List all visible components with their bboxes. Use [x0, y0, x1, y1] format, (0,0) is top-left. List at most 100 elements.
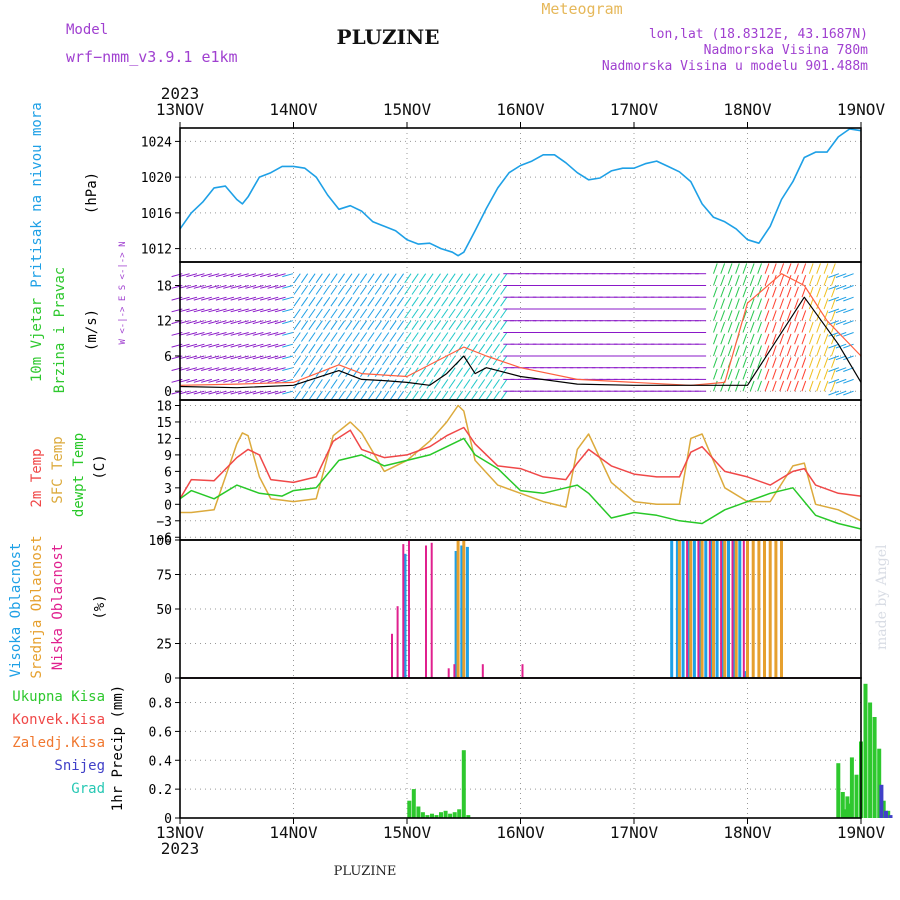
cloud-bar — [689, 540, 693, 678]
precip-bar — [836, 763, 841, 818]
wind-arrow — [727, 263, 733, 274]
wind-arrow — [828, 355, 840, 361]
wind-arrow — [230, 285, 242, 289]
wind-arrow — [801, 368, 807, 380]
wind-arrow — [337, 343, 346, 354]
wind-arrow — [835, 367, 847, 372]
wind-gust-line — [179, 273, 862, 386]
wind-arrow — [352, 343, 360, 354]
precip-bar — [881, 800, 886, 818]
wind-arrow — [396, 296, 405, 307]
wind-arrow — [293, 273, 301, 284]
wind-arrow — [757, 263, 762, 274]
wind-arrow — [252, 367, 264, 371]
wind-arrow — [727, 345, 733, 357]
wind-arrow — [500, 343, 508, 354]
wind-arrow — [382, 285, 390, 295]
wind-arrow — [193, 285, 205, 289]
precip-bar — [868, 702, 873, 818]
wind-arrow — [764, 345, 770, 357]
wind-arrow — [367, 332, 375, 342]
precip-legend-item: Ukupna Kisa — [12, 689, 105, 705]
wind-arrow — [245, 320, 257, 325]
wind-arrow — [374, 332, 382, 342]
wind-arrow — [282, 285, 294, 289]
wind-arrow — [315, 332, 323, 342]
wind-arrow — [448, 296, 456, 307]
wind-arrow — [193, 273, 205, 278]
wind-arrow — [835, 343, 847, 349]
wind-arrow — [801, 263, 807, 274]
wind-arrow — [764, 368, 770, 380]
wind-arrow — [470, 308, 478, 319]
wind-arrow — [801, 333, 807, 345]
wind-arrow — [757, 357, 762, 368]
wind-arrow — [835, 273, 847, 278]
wind-arrow — [418, 296, 427, 307]
wind-arrow — [441, 367, 449, 377]
wind-arrow — [772, 380, 777, 392]
wind-arrow — [260, 378, 271, 383]
wind-arrow — [308, 355, 316, 366]
wind-arrow — [245, 355, 257, 360]
wind-arrow — [337, 355, 346, 366]
wind-arrow — [426, 390, 434, 401]
wind-arrow — [418, 355, 427, 366]
dewpt-line — [179, 437, 862, 530]
wind-arrow — [293, 296, 301, 307]
wind-arrow — [485, 273, 493, 284]
wind-arrow — [831, 263, 836, 274]
wind-arrow — [455, 332, 464, 342]
wind-arrow — [448, 355, 456, 366]
wind-arrow — [404, 273, 412, 284]
wind-arrow — [330, 320, 338, 330]
cloud-bar — [430, 542, 433, 678]
wind-arrow — [794, 263, 799, 274]
wind-arrow — [237, 343, 249, 348]
ytick-label: 6 — [164, 350, 172, 365]
precip-bar — [842, 809, 846, 818]
wind-arrow — [267, 285, 279, 289]
wind-arrow — [823, 275, 829, 286]
wind-arrow — [801, 286, 807, 298]
wind-arrow — [367, 355, 375, 366]
wind-arrow — [282, 343, 294, 348]
wind-arrow — [308, 390, 316, 401]
wind-arrow — [274, 343, 286, 348]
wind-arrow — [441, 343, 449, 354]
wind-arrow — [359, 296, 368, 307]
wind-arrow — [441, 273, 449, 284]
wind-arrow — [801, 298, 807, 310]
wind-arrow — [441, 308, 449, 319]
wind-arrow — [816, 275, 821, 286]
cloud-bar — [757, 540, 761, 678]
wind-arrow — [201, 332, 212, 336]
wind-arrow — [300, 332, 309, 342]
wind-arrow — [374, 285, 382, 295]
wind-arrow — [794, 310, 799, 321]
cloud-bar — [704, 540, 708, 678]
meteogram-title: Meteogram — [541, 0, 622, 18]
wind-arrow — [267, 355, 279, 360]
wind-arrow — [816, 310, 821, 321]
wind-arrow — [337, 390, 346, 401]
wind-arrow — [201, 320, 212, 325]
cloud-bar — [715, 540, 719, 678]
wind-arrow — [801, 321, 807, 333]
cloud-bar — [712, 540, 715, 678]
cloud-bar — [780, 540, 783, 678]
precip-bar — [854, 774, 859, 818]
wind-arrow — [477, 273, 486, 284]
precip-bar — [411, 789, 416, 818]
wind-arrow — [463, 379, 471, 389]
wind-arrow — [201, 285, 212, 289]
wind-arrow — [720, 275, 726, 286]
wind-arrow — [252, 285, 264, 289]
cloud-bar — [742, 540, 745, 678]
wind-arrow — [260, 343, 271, 348]
wind-arrow — [215, 378, 227, 383]
wind-panel: 0 6 12 18 — [156, 261, 862, 401]
wind-arrow — [772, 357, 777, 368]
wind-arrow — [843, 332, 854, 337]
wind-arrow — [215, 273, 227, 278]
